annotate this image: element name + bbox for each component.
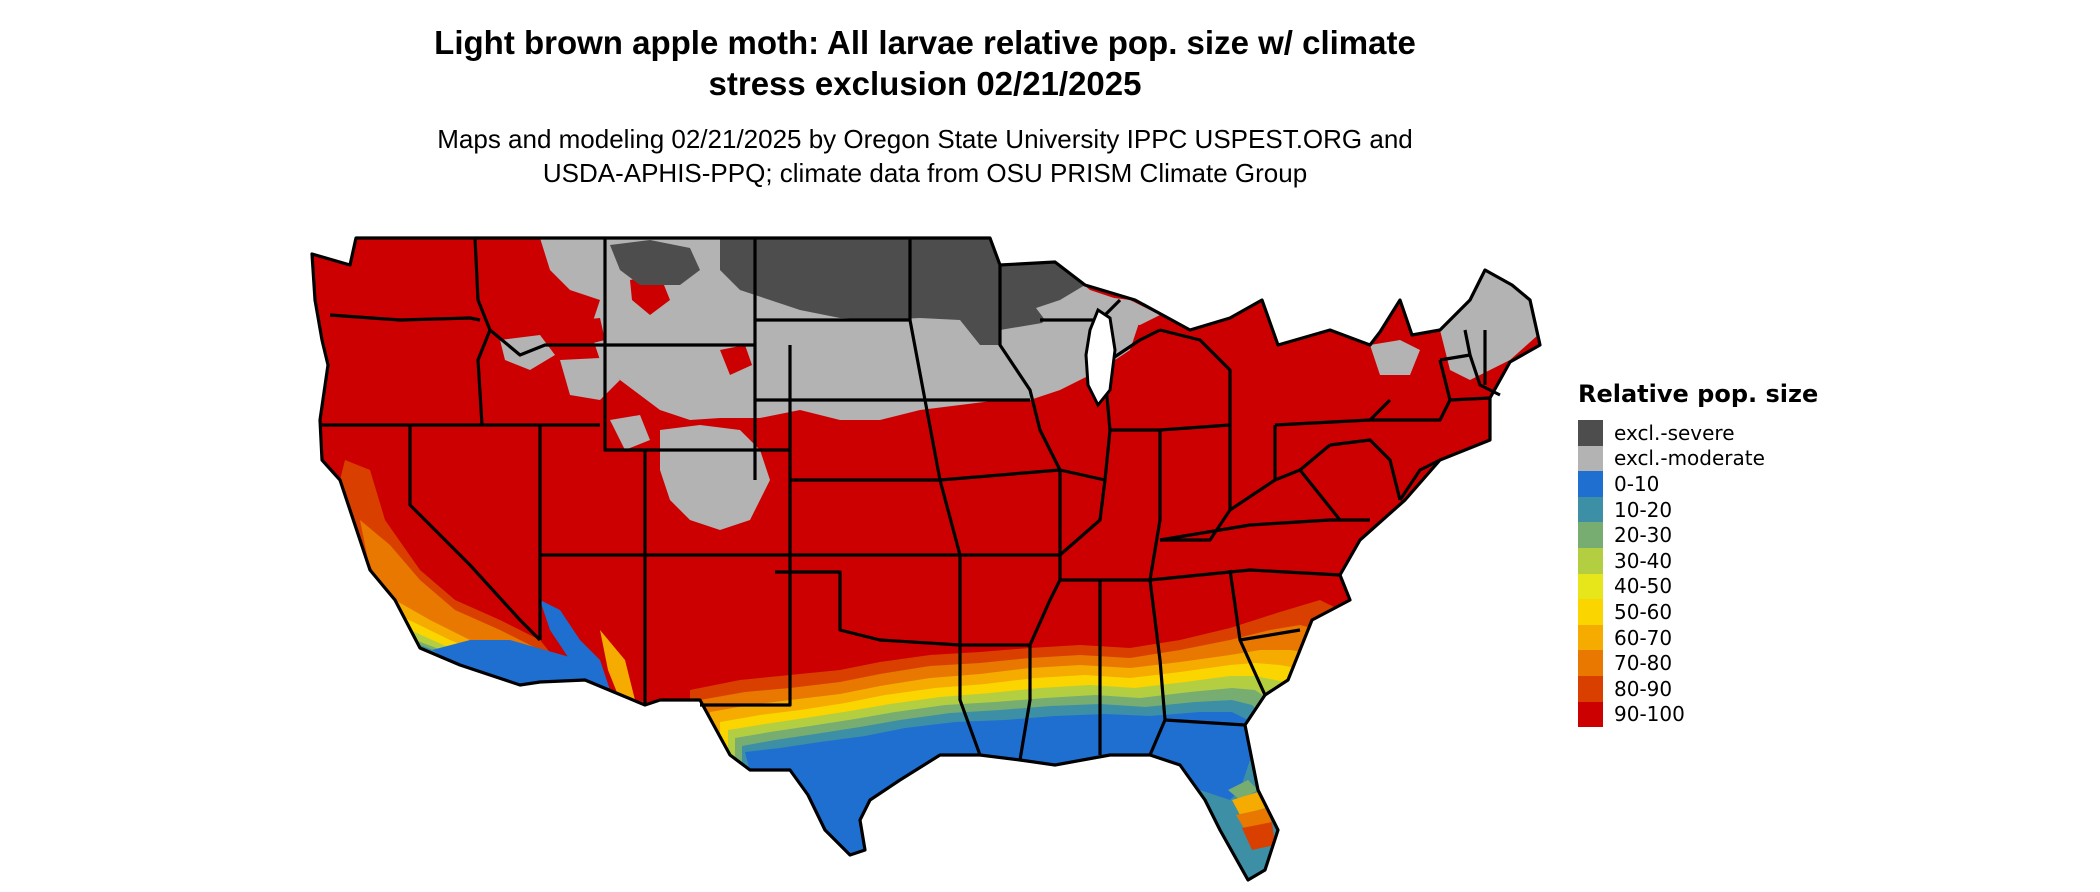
legend-item: 20-30 — [1578, 522, 1818, 548]
subtitle-line-2: USDA-APHIS-PPQ; climate data from OSU PR… — [542, 158, 1308, 188]
legend-label: 30-40 — [1614, 548, 1673, 573]
legend-item: 40-50 — [1578, 573, 1818, 600]
legend-swatch — [1578, 675, 1603, 702]
legend-label: 40-50 — [1614, 574, 1673, 599]
legend-item: 30-40 — [1578, 547, 1818, 574]
legend-item: 90-100 — [1578, 701, 1818, 728]
legend-label: 70-80 — [1614, 651, 1673, 676]
legend-label: 50-60 — [1614, 599, 1673, 624]
legend-item: 70-80 — [1578, 650, 1818, 676]
legend-swatch — [1578, 599, 1603, 625]
legend-label: 20-30 — [1614, 523, 1673, 548]
legend-item: 80-90 — [1578, 675, 1818, 702]
legend-label: 90-100 — [1614, 702, 1685, 727]
legend: Relative pop. size excl.-severe excl.-mod… — [1578, 380, 1819, 728]
legend-label: 60-70 — [1614, 625, 1673, 650]
legend-swatch — [1578, 547, 1603, 574]
legend-item: 0-10 — [1578, 471, 1818, 497]
legend-title: Relative pop. size — [1578, 380, 1819, 408]
legend-label: excl.-moderate — [1614, 446, 1765, 471]
subtitle-line-1: Maps and modeling 02/21/2025 by Oregon S… — [437, 124, 1413, 154]
legend-label: 80-90 — [1614, 676, 1673, 701]
legend-item: excl.-severe — [1578, 420, 1818, 446]
legend-swatch — [1578, 522, 1603, 548]
legend-label: excl.-severe — [1614, 420, 1735, 445]
legend-swatch — [1578, 624, 1603, 651]
map-title: Light brown apple moth: All larvae relat… — [0, 22, 1850, 104]
legend-swatch — [1578, 496, 1603, 523]
legend-label: 10-20 — [1614, 497, 1673, 522]
legend-swatch — [1578, 471, 1603, 497]
us-population-map — [310, 236, 1542, 882]
legend-swatch — [1578, 701, 1603, 728]
title-line-1: Light brown apple moth: All larvae relat… — [434, 24, 1416, 61]
legend-item: 50-60 — [1578, 599, 1818, 625]
legend-item: 60-70 — [1578, 624, 1818, 651]
map-subtitle: Maps and modeling 02/21/2025 by Oregon S… — [0, 122, 1850, 190]
legend-items: excl.-severe excl.-moderate 0-10 10-20 20-30… — [1578, 420, 1818, 728]
legend-item: 10-20 — [1578, 496, 1818, 523]
title-line-2: stress exclusion 02/21/2025 — [708, 65, 1142, 102]
legend-swatch — [1578, 420, 1603, 446]
legend-swatch — [1578, 573, 1603, 600]
legend-swatch — [1578, 650, 1603, 676]
legend-label: 0-10 — [1614, 471, 1660, 496]
legend-item: excl.-moderate — [1578, 445, 1818, 472]
legend-swatch — [1578, 445, 1603, 472]
